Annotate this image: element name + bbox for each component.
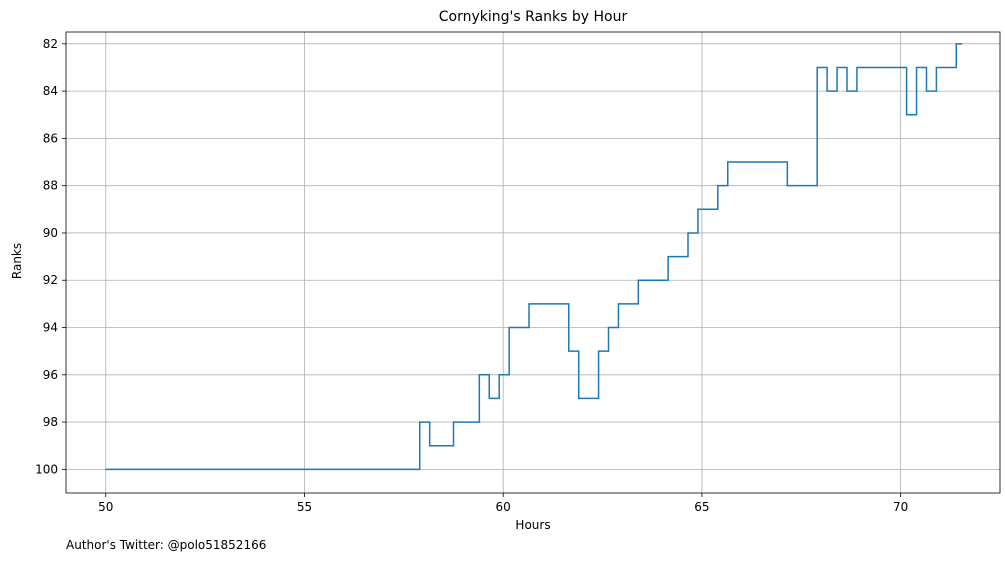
y-tick-label: 94 [43,321,58,335]
y-tick-label: 100 [35,462,58,476]
y-axis-title: Ranks [10,243,24,279]
x-tick-label: 60 [496,500,511,514]
chart-title: Cornyking's Ranks by Hour [439,9,628,25]
plot-frame [65,31,1001,494]
x-axis-title: Hours [515,518,550,532]
y-tick-label: 98 [43,415,58,429]
y-tick-label: 92 [43,273,58,287]
x-tick-label: 50 [98,500,113,514]
y-tick-label: 82 [43,37,58,51]
x-tick-label: 70 [893,500,908,514]
grid-lines [66,32,1000,493]
y-tick-label: 90 [43,226,58,240]
y-tick-label: 84 [43,84,58,98]
axes: 50 55 60 65 70 82 84 86 88 90 92 94 96 98 100 [35,31,1001,514]
x-tick-label: 65 [694,500,709,514]
author-footnote: Author's Twitter: @polo51852166 [66,538,267,552]
rank-series-line [105,43,963,471]
x-tick-label: 55 [297,500,312,514]
y-tick-label: 88 [43,179,58,193]
y-tick-label: 96 [43,368,58,382]
series-layer [105,43,963,471]
y-tick-label: 86 [43,131,58,145]
